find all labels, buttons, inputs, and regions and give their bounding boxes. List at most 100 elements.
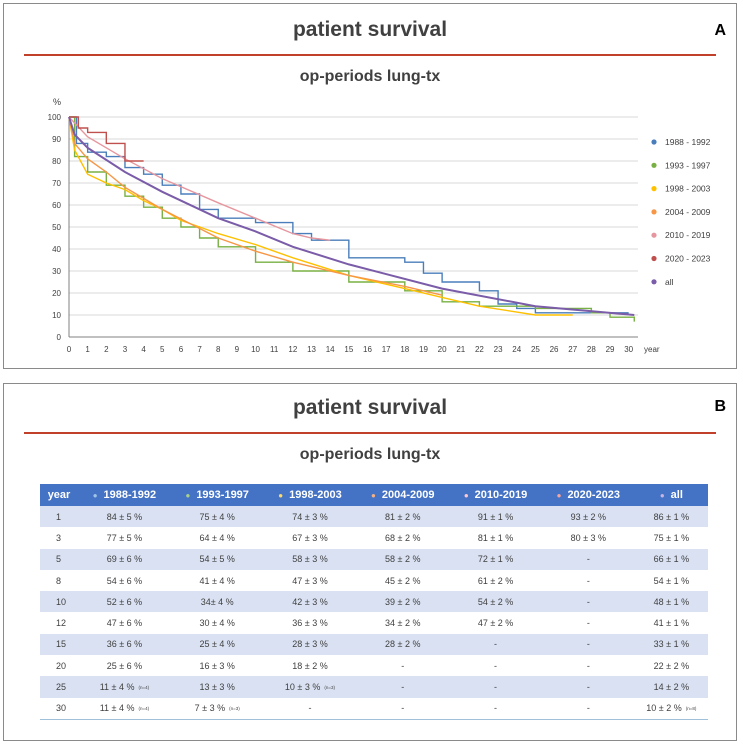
table-cell: 33 ± 1 %	[634, 633, 708, 656]
cell-value: 13 ± 3 %	[199, 682, 235, 693]
header-period: ● 2004-2009	[356, 484, 450, 506]
table-cell: 81 ± 2 %	[356, 506, 450, 528]
header-dot-icon: ●	[92, 490, 98, 500]
x-tick-label: 11	[270, 345, 279, 354]
cell-value: 36 ± 3 %	[292, 618, 328, 629]
series-line-0	[69, 116, 629, 314]
row-year: 5	[40, 548, 79, 570]
header-label: 2004-2009	[381, 489, 435, 501]
cell-value: -	[494, 703, 498, 714]
table-cell: -	[541, 591, 635, 613]
table-cell: 16 ± 3 %	[170, 655, 264, 677]
row-year: 3	[40, 527, 79, 549]
table-cell: 10 ± 2 % (n=8)	[634, 697, 708, 720]
cell-value: -	[586, 596, 590, 607]
header-dot-icon: ●	[278, 490, 284, 500]
cell-value: -	[586, 618, 590, 629]
panel-a-title: patient survival	[292, 18, 448, 41]
legend-marker-0	[651, 139, 657, 145]
table-cell: 66 ± 1 %	[634, 548, 708, 570]
table-row: 30 11 ± 4 % (n=4) 7 ± 3 % (n=3) - - - -10 ± 2 %(…	[40, 697, 708, 720]
x-tick-label: 20	[438, 345, 447, 354]
cell-value: 72 ± 1 %	[477, 554, 514, 565]
table-cell: 25 ± 4 %	[170, 633, 264, 656]
x-tick-label: 26	[550, 345, 559, 354]
header-label: 1998-2003	[289, 489, 342, 501]
table-cell: 30 ± 4 %	[170, 612, 264, 634]
header-period: ● 2010-2019	[449, 484, 542, 506]
table-cell: -	[356, 655, 450, 677]
series-line-6	[68, 116, 635, 316]
panel-b-divider	[24, 432, 716, 434]
x-tick-label: 17	[382, 345, 391, 354]
header-label: 2020-2023	[567, 489, 621, 501]
cell-value: 48 ± 1 %	[653, 596, 690, 607]
cell-note: (n=3)	[229, 706, 240, 712]
table-cell: 75 ± 4 %	[170, 506, 264, 528]
table-cell: 54 ± 6 %	[78, 569, 171, 592]
cell-note: (n=4)	[138, 685, 150, 691]
cell-value: 54 ± 1 %	[653, 575, 690, 586]
table-cell: 47 ± 2 %	[449, 612, 542, 634]
y-tick-label: 50	[52, 223, 61, 232]
table-cell: 47 ± 6 %	[78, 612, 171, 634]
table-cell: 11 ± 4 % (n=4)	[78, 697, 171, 720]
x-tick-label: 25	[531, 345, 540, 354]
header-period: ● 1988-1992	[78, 484, 171, 506]
table-row: 12 47 ± 6 % 30 ± 4 % 36 ± 3 % 34 ± 2 % 47 ± 2…	[40, 612, 708, 634]
table-cell: 81 ± 1 %	[449, 527, 542, 549]
cell-value: 81 ± 2 %	[385, 511, 421, 522]
header-period: ● 1998-2003	[263, 484, 357, 506]
cell-value: 42 ± 3 %	[292, 596, 328, 607]
y-tick-label: 60	[52, 201, 61, 210]
row-year: 25	[40, 676, 79, 698]
series-line-2	[68, 116, 573, 316]
legend-label-0: 1988 - 1992	[665, 137, 711, 147]
table-cell: 34± 4 %	[170, 591, 264, 613]
cell-value: 14 ± 2 %	[653, 682, 690, 693]
table-cell: 64 ± 4 %	[170, 527, 264, 549]
x-tick-label: 12	[288, 345, 297, 354]
cell-value: 28 ± 2 %	[385, 639, 421, 650]
cell-value: 93 ± 2 %	[570, 511, 607, 522]
row-year: 20	[40, 655, 79, 677]
cell-value: 81 ± 1 %	[477, 532, 514, 543]
x-tick-label: 14	[326, 345, 335, 354]
cell-value: 10 ± 2 %	[646, 703, 682, 714]
panel-a-divider	[24, 54, 716, 56]
chart-title: op-periods lung-tx	[299, 68, 441, 85]
y-tick-label: 70	[52, 179, 61, 188]
table-cell: -	[541, 697, 635, 720]
cell-value: 66 ± 1 %	[653, 554, 690, 565]
y-tick-label: 40	[52, 245, 61, 254]
legend-label-5: 2020 - 2023	[665, 254, 711, 264]
x-tick-label: 19	[419, 345, 428, 354]
cell-value: 75 ± 4 %	[199, 511, 235, 522]
cell-value: 54 ± 6 %	[106, 575, 143, 586]
table-cell: 7 ± 3 % (n=3)	[170, 697, 264, 720]
table-cell: 34 ± 2 %	[356, 612, 450, 634]
table-cell: 10 ± 3 % (n=3)	[263, 676, 357, 698]
cell-value: 54 ± 2 %	[477, 596, 514, 607]
cell-value: 91 ± 1 %	[477, 511, 514, 522]
cell-value: 33 ± 1 %	[653, 639, 690, 650]
x-tick-label: 5	[160, 345, 165, 354]
cell-value: -	[401, 682, 405, 693]
table-cell: -	[541, 569, 635, 592]
table-cell: 93 ± 2 %	[541, 506, 635, 528]
table-cell: 91 ± 1 %	[449, 506, 542, 528]
table-row: 15 36 ± 6 % 25 ± 4 % 28 ± 3 % 28 ± 2 % - - 33 ±…	[40, 633, 708, 656]
legend-marker-3	[651, 209, 657, 215]
y-axis-label: %	[53, 97, 61, 107]
header-dot-icon: ●	[659, 490, 665, 500]
x-tick-label: 22	[475, 345, 484, 354]
cell-value: 36 ± 6 %	[106, 639, 143, 650]
cell-value: 41 ± 4 %	[199, 575, 235, 586]
table-cell: 18 ± 2 %	[263, 655, 357, 677]
table-cell: -	[449, 676, 542, 698]
table-cell: 61 ± 2 %	[449, 569, 542, 592]
table-cell: 80 ± 3 %	[541, 527, 635, 549]
table-cell: 67 ± 3 %	[263, 527, 357, 549]
cell-value: -	[401, 660, 405, 671]
